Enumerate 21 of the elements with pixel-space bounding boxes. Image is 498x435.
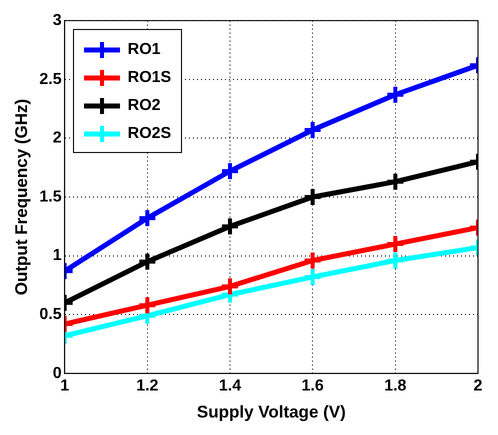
point — [302, 187, 323, 207]
legend-label: RO1 — [128, 40, 161, 59]
y-tick-label: 0.5 — [39, 306, 62, 324]
legend-label: RO2S — [128, 124, 172, 143]
y-axis-title: Output Frequency (GHz) — [12, 98, 31, 296]
x-tick-label: 1.2 — [136, 377, 159, 394]
point — [220, 216, 240, 236]
point — [220, 161, 240, 182]
x-tick-label: 1.6 — [302, 377, 324, 394]
legend-label: RO1S — [128, 68, 172, 87]
x-tick-label: 1.8 — [384, 377, 407, 394]
x-axis-title: Supply Voltage (V) — [196, 402, 346, 422]
y-tick-label: 2.5 — [39, 70, 62, 88]
y-tick-label: 1 — [52, 247, 62, 264]
y-tick-label: 1.5 — [39, 188, 62, 206]
x-tick-label: 2 — [474, 377, 483, 394]
y-tick-label: 0 — [52, 364, 62, 382]
y-tick-label: 2 — [52, 130, 62, 147]
y-tick-label: 3 — [52, 12, 62, 30]
x-tick-label: 1.4 — [218, 377, 242, 394]
legend-label: RO2 — [128, 96, 161, 115]
